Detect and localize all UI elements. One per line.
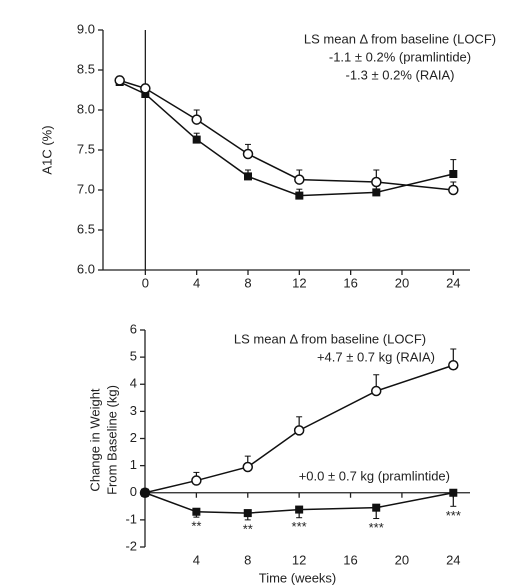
y-axis-label: Change in Weight — [87, 388, 102, 491]
y-tick-label: 6.0 — [77, 261, 95, 276]
x-tick-label: 20 — [395, 552, 409, 567]
x-tick-label: 16 — [343, 275, 357, 290]
annotation: -1.3 ± 0.2% (RAIA) — [345, 67, 454, 82]
annotation: +4.7 ± 0.7 kg (RAIA) — [317, 349, 435, 364]
x-tick-label: 4 — [193, 275, 200, 290]
y-tick-label: 2 — [130, 430, 137, 445]
y-tick-label: 3 — [130, 403, 137, 418]
data-point — [293, 425, 305, 436]
x-tick-label: 24 — [446, 552, 460, 567]
series-line — [144, 364, 454, 494]
data-point — [244, 172, 253, 181]
data-point — [448, 184, 459, 196]
x-tick-label: 24 — [446, 275, 460, 290]
data-point — [140, 83, 151, 94]
significance-label: ** — [243, 521, 253, 536]
x-tick-label: 12 — [292, 552, 306, 567]
y-tick-label: 4 — [130, 376, 137, 391]
y-tick-label: 9.0 — [77, 21, 95, 36]
y-tick-label: 6 — [130, 321, 137, 336]
data-point — [191, 114, 202, 125]
x-tick-label: 20 — [395, 275, 409, 290]
data-point — [192, 507, 201, 516]
data-point — [141, 488, 149, 497]
data-point — [114, 75, 125, 86]
y-tick-label: 7.0 — [77, 181, 95, 196]
data-point — [295, 505, 304, 514]
data-point — [372, 188, 381, 197]
data-point — [448, 360, 459, 371]
data-point — [191, 475, 202, 486]
data-point — [242, 461, 254, 473]
series-line — [119, 79, 454, 191]
data-point — [141, 90, 150, 98]
data-point — [243, 509, 252, 518]
annotation: +0.0 ± 0.7 kg (pramlintide) — [299, 468, 450, 483]
y-tick-label: -2 — [125, 538, 137, 553]
annotation: LS mean Δ from baseline (LOCF) — [234, 331, 426, 346]
data-point — [192, 135, 201, 144]
x-axis-label: Time (weeks) — [259, 570, 337, 585]
data-point — [449, 488, 458, 497]
series-line — [144, 492, 454, 514]
y-tick-label: 8.0 — [77, 101, 95, 116]
data-point — [371, 176, 382, 188]
y-tick-label: -1 — [125, 511, 137, 526]
x-tick-label: 8 — [244, 552, 251, 567]
y-tick-label: 6.5 — [77, 221, 95, 236]
x-tick-label: 8 — [244, 275, 251, 290]
y-tick-label: 8.5 — [77, 61, 95, 76]
significance-label: *** — [292, 519, 307, 534]
x-tick-label: 4 — [193, 552, 200, 567]
data-point — [449, 170, 458, 178]
annotation: LS mean Δ from baseline (LOCF) — [304, 31, 496, 46]
data-point — [294, 174, 305, 185]
significance-label: *** — [369, 520, 384, 535]
significance-label: *** — [446, 508, 461, 523]
data-point — [372, 503, 381, 512]
data-point — [370, 385, 382, 397]
x-tick-label: 16 — [343, 552, 357, 567]
x-tick-label: 0 — [142, 275, 149, 290]
significance-label: ** — [191, 519, 201, 534]
y-axis-label: A1C (%) — [39, 125, 54, 174]
y-tick-label: 0 — [130, 484, 137, 499]
annotation: -1.1 ± 0.2% (pramlintide) — [329, 49, 471, 64]
x-tick-label: 12 — [292, 275, 306, 290]
y-tick-label: 7.5 — [77, 141, 95, 156]
data-point — [295, 191, 304, 200]
y-axis-label: From Baseline (kg) — [104, 385, 119, 495]
data-point — [242, 148, 254, 160]
y-tick-label: 5 — [130, 349, 137, 364]
y-tick-label: 1 — [130, 457, 137, 472]
series-line — [119, 81, 454, 197]
